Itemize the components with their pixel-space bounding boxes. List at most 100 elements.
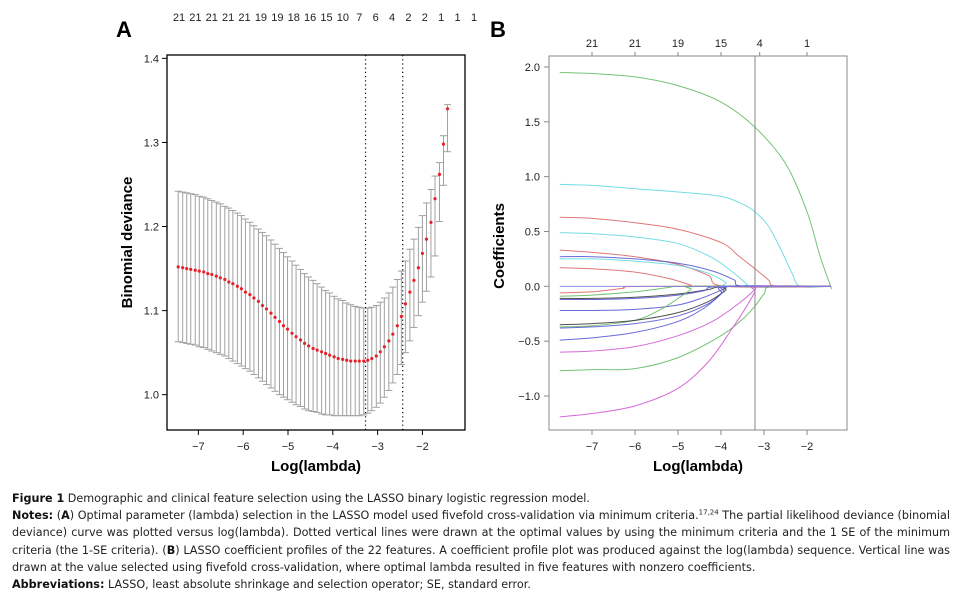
coefficient-path-feature-17 [559,285,831,341]
y-tick-label: 1.1 [144,306,159,318]
y-axis: −1.0 −0.5 0.0 0.5 1.0 1.5 2.0 [518,62,549,403]
y-tick-label: −1.0 [518,391,540,403]
top-count-label: 18 [288,12,300,24]
mean-deviance-point [193,268,197,272]
x-tick-label: −7 [192,441,205,453]
caption-title: Figure 1 Demographic and clinical featur… [12,490,950,507]
caption-notes: Notes: (A) Optimal parameter (lambda) se… [12,507,950,576]
top-count-label: 21 [173,12,185,24]
mean-deviance-point [264,307,269,311]
notes-text-a2: The partial likelihood deviance (binomia… [12,509,951,557]
mean-deviance-point [256,299,261,303]
mean-deviance-point [176,265,180,269]
top-count-label: 21 [238,12,250,24]
mean-deviance-point [202,270,206,274]
top-count-label: 21 [189,12,201,24]
top-count-label: 6 [373,12,379,24]
coefficient-path-feature-7 [559,258,831,288]
top-axis-feature-counts: 21 21 19 15 4 1 [586,38,810,56]
mean-deviance-point [366,358,370,362]
mean-deviance-point [206,272,210,276]
x-tick-label: −4 [715,441,728,453]
top-axis-feature-counts: 21 21 21 21 21 19 19 18 16 15 10 7 6 4 2 2 1 1 1 [173,12,477,24]
mean-deviance-point [307,344,311,348]
mean-deviance-point [189,267,193,272]
mean-deviance-point [420,251,425,256]
mean-deviance-point [328,353,332,357]
y-axis-title: Coefficients [491,203,508,289]
error-bar [422,202,430,292]
error-bar [250,225,258,376]
mean-deviance-point [231,282,235,286]
coefficient-path-feature-18 [559,285,831,353]
x-tick-label: −5 [282,441,295,453]
top-count-label: 1 [471,12,477,24]
caption-abbreviations: Abbreviations: LASSO, least absolute shr… [12,576,950,593]
mean-deviance-point [243,290,248,294]
top-count-label: 21 [586,38,598,50]
mean-deviance-point [315,348,319,352]
mean-deviance-point [336,356,340,361]
y-tick-label: 0.5 [525,226,540,238]
y-tick-label: 0.0 [525,281,540,293]
mean-deviance-point [248,293,252,297]
mean-deviance-point [370,356,374,361]
panel-a-cv-deviance-plot: 1.01.11.21.31.4 −7 −6 −5 −4 −3 −2 21 21 21 21 21 1… [119,12,477,475]
notes-panel-a-ref: A [61,509,70,523]
plot-frame [166,54,466,431]
notes-label: Notes: [12,509,54,523]
error-bar [221,205,229,357]
top-count-label: 4 [757,38,763,50]
top-count-label: 1 [438,12,444,24]
mean-deviance-point [311,346,315,351]
error-bar [254,228,262,379]
error-bar [233,212,241,365]
error-bar [288,260,296,403]
mean-deviance-point [387,339,391,343]
mean-deviance-point [349,359,353,363]
top-count-label: 15 [320,12,332,24]
error-bar [444,104,452,153]
error-bar [410,238,418,328]
mean-deviance-point [252,296,256,300]
x-tick-label: −2 [801,441,814,453]
mean-deviance-point [445,107,450,111]
mean-deviance-point [416,266,420,270]
mean-deviance-point [429,220,433,224]
notes-text-a: ) Optimal parameter (lambda) selection i… [69,509,699,523]
panel-a-letter: A [116,17,132,42]
mean-deviance-point [227,280,231,284]
top-count-label: 2 [422,12,428,24]
error-bar [309,279,317,413]
x-axis-title: Log(lambda) [653,458,743,475]
mean-deviance-point [408,290,412,294]
x-axis-title: Log(lambda) [271,458,361,475]
y-tick-label: −0.5 [518,336,540,348]
mean-deviance-point [437,172,442,176]
plot-frame [548,55,848,431]
x-tick-label: −3 [371,441,384,453]
error-bar [246,221,254,372]
coefficient-paths [559,71,832,418]
mean-deviance-point [362,359,366,363]
top-count-label: 15 [715,38,727,50]
top-count-label: 19 [255,12,267,24]
mean-deviance-point [441,142,446,146]
y-tick-label: 1.3 [144,137,159,149]
top-count-label: 1 [804,38,810,50]
mean-deviance-point [424,237,429,241]
coefficient-path-feature-2 [559,183,831,288]
notes-panel-b-ref: B [166,543,176,557]
top-count-label: 21 [222,12,234,24]
mean-deviance-point [235,284,239,288]
panel-b-coefficient-profiles: −1.0−0.50.00.51.01.52.0 −7 −6 −5 −4 −3 −2 21 2… [491,38,848,475]
x-axis: −7 −6 −5 −4 −3 −2 [192,430,429,453]
mean-deviance-point [399,314,403,319]
top-count-label: 21 [629,38,641,50]
error-bar [241,218,249,370]
error-bar [229,210,237,362]
mean-deviance-point [374,354,378,358]
top-count-label: 4 [389,12,395,24]
mean-deviance-point [239,287,243,291]
panel-b-letter: B [490,17,506,42]
